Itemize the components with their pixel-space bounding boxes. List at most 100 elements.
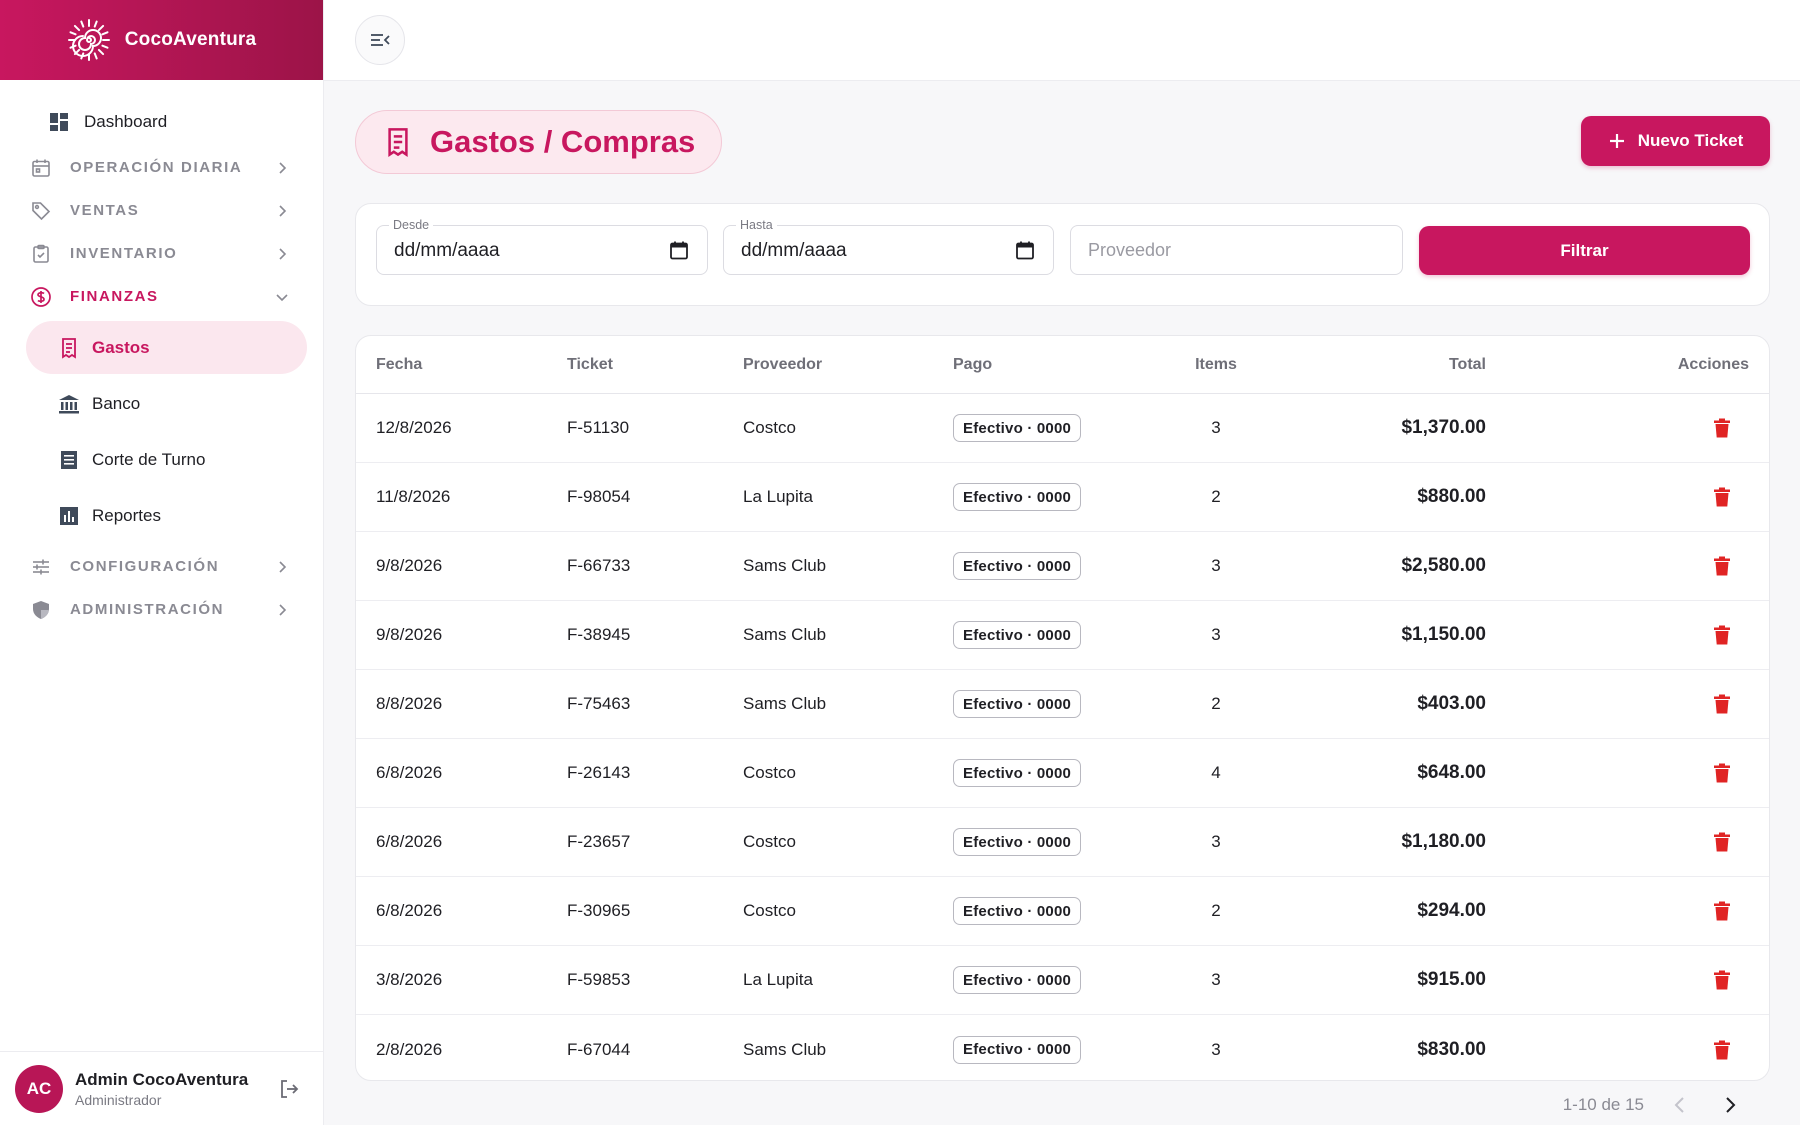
payment-chip: Efectivo · 0000 [953, 621, 1082, 649]
avatar[interactable]: AC [15, 1064, 63, 1113]
trash-icon[interactable] [1711, 624, 1733, 646]
menu-collapse-icon [371, 34, 390, 46]
table-row[interactable]: 3/8/2026 F-59853 La Lupita Efectivo · 00… [356, 946, 1769, 1015]
table-row[interactable]: 6/8/2026 F-23657 Costco Efectivo · 0000 … [356, 808, 1769, 877]
date-to-field[interactable]: Hasta dd/mm/aaaa [723, 218, 1054, 275]
cell-fecha: 9/8/2026 [376, 556, 443, 575]
trash-icon[interactable] [1711, 762, 1733, 784]
trash-icon[interactable] [1711, 555, 1733, 577]
cell-total: $1,370.00 [1401, 417, 1486, 438]
sliders-icon [30, 556, 52, 578]
sidebar-item-banco[interactable]: Banco [26, 377, 307, 430]
table-row[interactable]: 11/8/2026 F-98054 La Lupita Efectivo · 0… [356, 463, 1769, 532]
calendar-icon[interactable] [669, 240, 689, 260]
chevron-right-icon[interactable] [1718, 1093, 1742, 1117]
menu-collapse-button[interactable] [355, 15, 405, 65]
filter-button[interactable]: Filtrar [1419, 226, 1750, 275]
sidebar-item-label: Gastos [92, 337, 150, 357]
cell-fecha: 2/8/2026 [376, 1039, 443, 1059]
sidebar-nav: Dashboard OPERACIÓN DIARIA VENTAS INVENT… [0, 80, 323, 631]
sidebar-item-label: INVENTARIO [70, 245, 178, 262]
user-role: Administrador [75, 1091, 162, 1108]
table-row[interactable]: 6/8/2026 F-30965 Costco Efectivo · 0000 … [356, 877, 1769, 946]
cell-proveedor: Sams Club [743, 625, 827, 644]
cell-acciones [1556, 1015, 1749, 1080]
column-header-fecha[interactable]: Fecha [376, 355, 423, 373]
trash-icon[interactable] [1711, 900, 1733, 922]
table-header: Fecha Ticket Proveedor Pago Items Total … [356, 336, 1769, 394]
cell-items: 3 [1211, 832, 1221, 851]
sidebar-item-configuracion[interactable]: CONFIGURACIÓN [0, 545, 323, 588]
date-from-field[interactable]: Desde dd/mm/aaaa [376, 218, 708, 275]
sidebar-item-label: CONFIGURACIÓN [70, 558, 220, 575]
date-from-value: dd/mm/aaaa [394, 240, 500, 261]
sidebar-item-inventario[interactable]: INVENTARIO [0, 232, 323, 275]
cell-fecha: 6/8/2026 [376, 832, 443, 851]
pagination-label: 1-10 de 15 [1562, 1095, 1644, 1114]
sidebar-item-corte-de-turno[interactable]: Corte de Turno [26, 433, 307, 486]
table-row[interactable]: 9/8/2026 F-66733 Sams Club Efectivo · 00… [356, 532, 1769, 601]
cell-ticket: F-59853 [567, 970, 631, 989]
trash-icon[interactable] [1711, 1039, 1733, 1061]
column-header-pago[interactable]: Pago [953, 355, 993, 373]
brand-header[interactable]: CocoAventura [0, 0, 323, 80]
trash-icon[interactable] [1711, 417, 1733, 439]
column-header-acciones: Acciones [1677, 355, 1749, 373]
shield-icon [30, 599, 52, 621]
cell-fecha: 8/8/2026 [376, 694, 443, 713]
table-row[interactable]: 8/8/2026 F-75463 Sams Club Efectivo · 00… [356, 670, 1769, 739]
table-body: 12/8/2026 F-51130 Costco Efectivo · 0000… [356, 394, 1769, 1080]
trash-icon[interactable] [1711, 831, 1733, 853]
payment-chip: Efectivo · 0000 [953, 483, 1082, 511]
brand-name: CocoAventura [124, 29, 257, 50]
chevron-down-icon [276, 293, 288, 301]
new-ticket-button[interactable]: Nuevo Ticket [1581, 116, 1770, 166]
trash-icon[interactable] [1711, 969, 1733, 991]
cell-ticket: F-67044 [567, 1039, 631, 1059]
cell-pago: Efectivo · 0000 [953, 463, 1082, 531]
cell-proveedor: Costco [743, 418, 796, 437]
list-icon [58, 449, 80, 471]
sidebar-item-ventas[interactable]: VENTAS [0, 189, 323, 232]
table-row[interactable]: 12/8/2026 F-51130 Costco Efectivo · 0000… [356, 394, 1769, 463]
cell-items: 3 [1211, 625, 1221, 644]
sidebar-item-operacion-diaria[interactable]: OPERACIÓN DIARIA [0, 146, 323, 189]
chevron-right-icon [279, 161, 287, 174]
column-header-items[interactable]: Items [1195, 355, 1237, 373]
filter-panel: Desde dd/mm/aaaa Hasta dd/mm/aaaa Filtra… [355, 203, 1770, 306]
trash-icon[interactable] [1711, 486, 1733, 508]
calendar-icon[interactable] [1015, 240, 1035, 260]
logout-icon[interactable] [277, 1077, 301, 1101]
cell-proveedor: Costco [743, 901, 796, 920]
table-row[interactable]: 2/8/2026 F-67044 Sams Club Efectivo · 00… [356, 1015, 1769, 1080]
chevron-left-icon[interactable] [1668, 1093, 1692, 1117]
proveedor-field [1070, 225, 1403, 275]
cell-ticket: F-51130 [567, 418, 630, 437]
cell-pago: Efectivo · 0000 [953, 808, 1082, 876]
sidebar-item-finanzas[interactable]: FINANZAS [0, 275, 323, 318]
sidebar-item-reportes[interactable]: Reportes [26, 489, 307, 542]
proveedor-input[interactable] [1071, 226, 1402, 274]
cell-ticket: F-66733 [567, 556, 631, 575]
dollar-circle-icon [30, 286, 52, 308]
cell-ticket: F-23657 [567, 832, 631, 851]
cell-items: 3 [1211, 418, 1221, 437]
bar-chart-icon [58, 505, 80, 527]
receipt-icon [388, 128, 408, 157]
payment-chip: Efectivo · 0000 [953, 966, 1082, 994]
sidebar-item-gastos[interactable]: Gastos [26, 321, 307, 374]
sidebar-item-dashboard[interactable]: Dashboard [0, 98, 323, 146]
table-row[interactable]: 9/8/2026 F-38945 Sams Club Efectivo · 00… [356, 601, 1769, 670]
table-row[interactable]: 6/8/2026 F-26143 Costco Efectivo · 0000 … [356, 739, 1769, 808]
sidebar-item-administracion[interactable]: ADMINISTRACIÓN [0, 588, 323, 631]
column-header-total[interactable]: Total [1448, 355, 1486, 373]
payment-chip: Efectivo · 0000 [953, 759, 1082, 787]
cell-proveedor: La Lupita [743, 970, 813, 989]
column-header-ticket[interactable]: Ticket [567, 355, 613, 373]
column-header-proveedor[interactable]: Proveedor [743, 355, 823, 373]
trash-icon[interactable] [1711, 693, 1733, 715]
cell-pago: Efectivo · 0000 [953, 670, 1082, 738]
topbar [324, 0, 1800, 81]
cell-items: 4 [1211, 763, 1221, 782]
cell-items: 2 [1211, 901, 1221, 920]
